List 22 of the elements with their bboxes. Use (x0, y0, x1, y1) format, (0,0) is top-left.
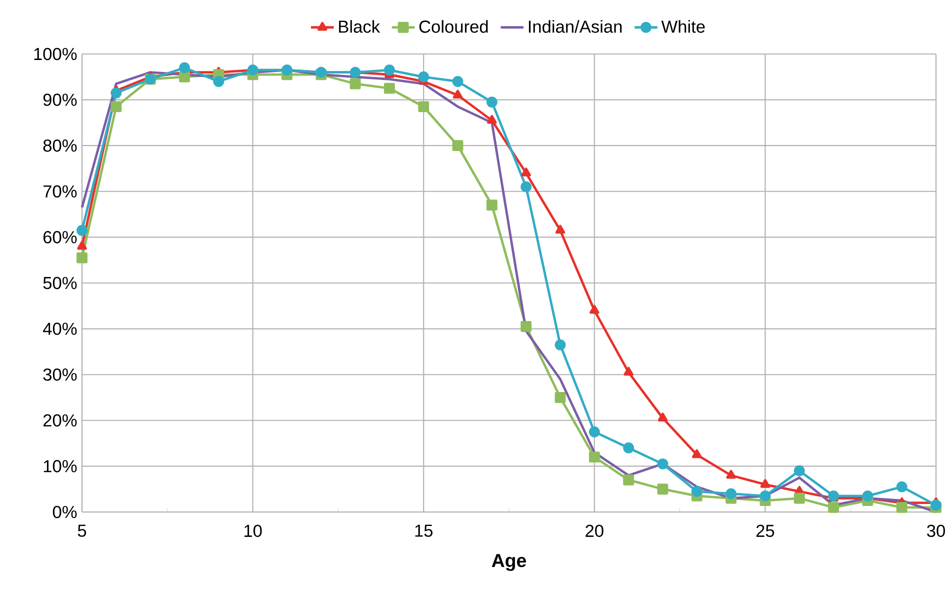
x-tick-label: 30 (927, 524, 945, 537)
y-tick-label: 90% (43, 94, 77, 106)
x-tick-label: 20 (586, 524, 604, 537)
y-tick-label: 100% (34, 48, 77, 60)
x-tick-label: 25 (756, 524, 774, 537)
y-tick-label: 30% (43, 368, 77, 381)
x-tick-label: 10 (244, 524, 262, 537)
y-tick-label: 50% (43, 276, 77, 290)
y-tick-label: 80% (43, 139, 77, 152)
legend-label: Coloured (419, 20, 488, 33)
x-tick-label: 5 (78, 524, 86, 537)
legend-label: White (661, 20, 705, 33)
y-tick-label: 10% (44, 460, 77, 472)
y-tick-label: 20% (43, 414, 77, 427)
y-tick-label: 70% (44, 185, 77, 198)
x-tick-label: 15 (415, 524, 433, 537)
legend-label: Indian/Asian (528, 20, 622, 33)
y-tick-label: 40% (42, 322, 77, 335)
y-tick-label: 0% (52, 506, 77, 518)
legend-label: Black (339, 20, 380, 33)
y-tick-label: 60% (43, 231, 77, 244)
x-axis-title: Age (492, 554, 526, 571)
